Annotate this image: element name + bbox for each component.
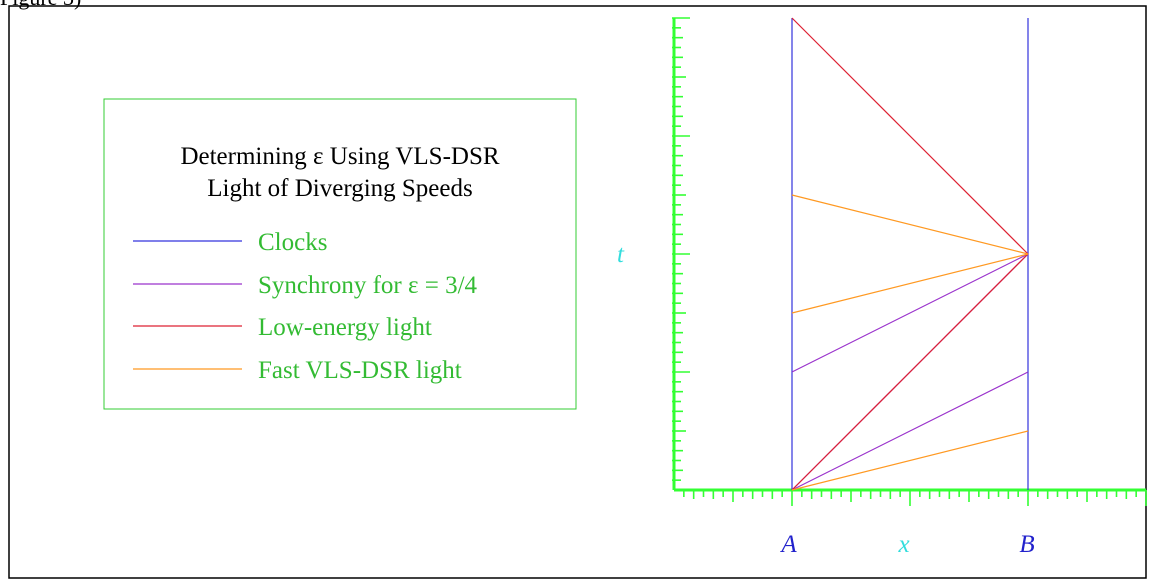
legend-title-line2: Light of Diverging Speeds bbox=[207, 175, 472, 202]
series-2-segment-1 bbox=[791, 253, 1029, 314]
series-0-segment-1 bbox=[791, 253, 1029, 373]
series-0-segment-0 bbox=[791, 371, 1029, 491]
legend-label-fast-light: Fast VLS-DSR light bbox=[258, 357, 462, 384]
legend-box bbox=[103, 98, 577, 410]
legend-label-clocks: Clocks bbox=[258, 229, 327, 256]
series-2-segment-2 bbox=[791, 194, 1029, 255]
legend: Determining ε Using VLS-DSR Light of Div… bbox=[103, 98, 577, 410]
legend-label-synchrony: Synchrony for ε = 3/4 bbox=[258, 272, 478, 299]
plot-area: t x A B bbox=[617, 17, 1147, 558]
caption-fragment: Figure 3) bbox=[0, 0, 81, 10]
legend-label-low-energy: Low-energy light bbox=[258, 314, 432, 341]
series-2-segment-0 bbox=[791, 430, 1029, 491]
point-label-b: B bbox=[1019, 531, 1034, 558]
series-1-segment-0 bbox=[791, 253, 1029, 491]
legend-title-line1: Determining ε Using VLS-DSR bbox=[180, 143, 499, 170]
point-label-a: A bbox=[779, 531, 797, 558]
light-signal-lines bbox=[791, 17, 1029, 491]
t-axis-label: t bbox=[617, 241, 625, 268]
axes bbox=[672, 17, 1147, 506]
series-1-segment-1 bbox=[791, 17, 1029, 255]
x-axis-label: x bbox=[897, 531, 909, 558]
